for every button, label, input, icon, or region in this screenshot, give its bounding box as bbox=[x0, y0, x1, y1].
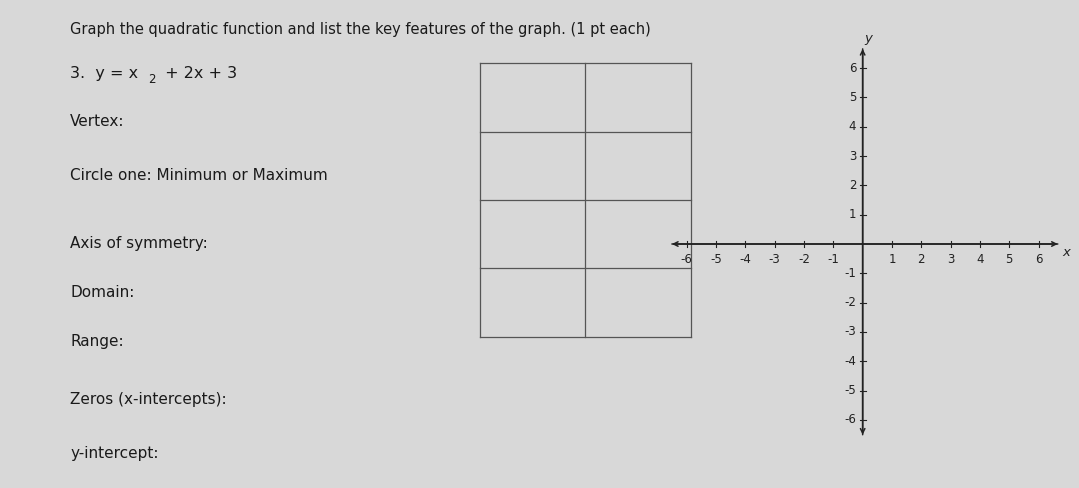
Text: 5: 5 bbox=[1006, 253, 1013, 266]
Text: 3: 3 bbox=[849, 149, 857, 163]
Text: 2: 2 bbox=[917, 253, 925, 266]
Text: -2: -2 bbox=[798, 253, 810, 266]
Text: 2: 2 bbox=[849, 179, 857, 192]
Text: Graph the quadratic function and list the key features of the graph. (1 pt each): Graph the quadratic function and list th… bbox=[70, 22, 651, 37]
Text: -2: -2 bbox=[845, 296, 857, 309]
Text: -3: -3 bbox=[845, 325, 857, 339]
Text: Range:: Range: bbox=[70, 334, 124, 349]
Text: -4: -4 bbox=[845, 355, 857, 368]
Text: 6: 6 bbox=[1035, 253, 1042, 266]
Text: -6: -6 bbox=[681, 253, 693, 266]
Text: 6: 6 bbox=[849, 61, 857, 75]
Text: -1: -1 bbox=[828, 253, 839, 266]
Text: 3.  y = x: 3. y = x bbox=[70, 66, 138, 81]
Text: -1: -1 bbox=[845, 267, 857, 280]
Text: 4: 4 bbox=[976, 253, 984, 266]
Text: 2: 2 bbox=[148, 73, 155, 86]
Text: 1: 1 bbox=[888, 253, 896, 266]
Text: -6: -6 bbox=[845, 413, 857, 427]
Text: 5: 5 bbox=[849, 91, 857, 104]
Text: Vertex:: Vertex: bbox=[70, 114, 125, 129]
Text: -5: -5 bbox=[710, 253, 722, 266]
Text: Circle one: Minimum or Maximum: Circle one: Minimum or Maximum bbox=[70, 168, 328, 183]
Text: 3: 3 bbox=[947, 253, 954, 266]
Text: -5: -5 bbox=[845, 384, 857, 397]
Text: + 2x + 3: + 2x + 3 bbox=[160, 66, 236, 81]
Text: x: x bbox=[1062, 246, 1070, 259]
Text: Axis of symmetry:: Axis of symmetry: bbox=[70, 236, 208, 251]
Text: 4: 4 bbox=[849, 120, 857, 133]
Text: -4: -4 bbox=[739, 253, 751, 266]
Text: 1: 1 bbox=[849, 208, 857, 221]
Text: y: y bbox=[864, 32, 872, 45]
Text: Domain:: Domain: bbox=[70, 285, 135, 300]
Text: y-intercept:: y-intercept: bbox=[70, 446, 159, 461]
Text: -3: -3 bbox=[769, 253, 780, 266]
Text: Zeros (x-intercepts):: Zeros (x-intercepts): bbox=[70, 392, 227, 407]
